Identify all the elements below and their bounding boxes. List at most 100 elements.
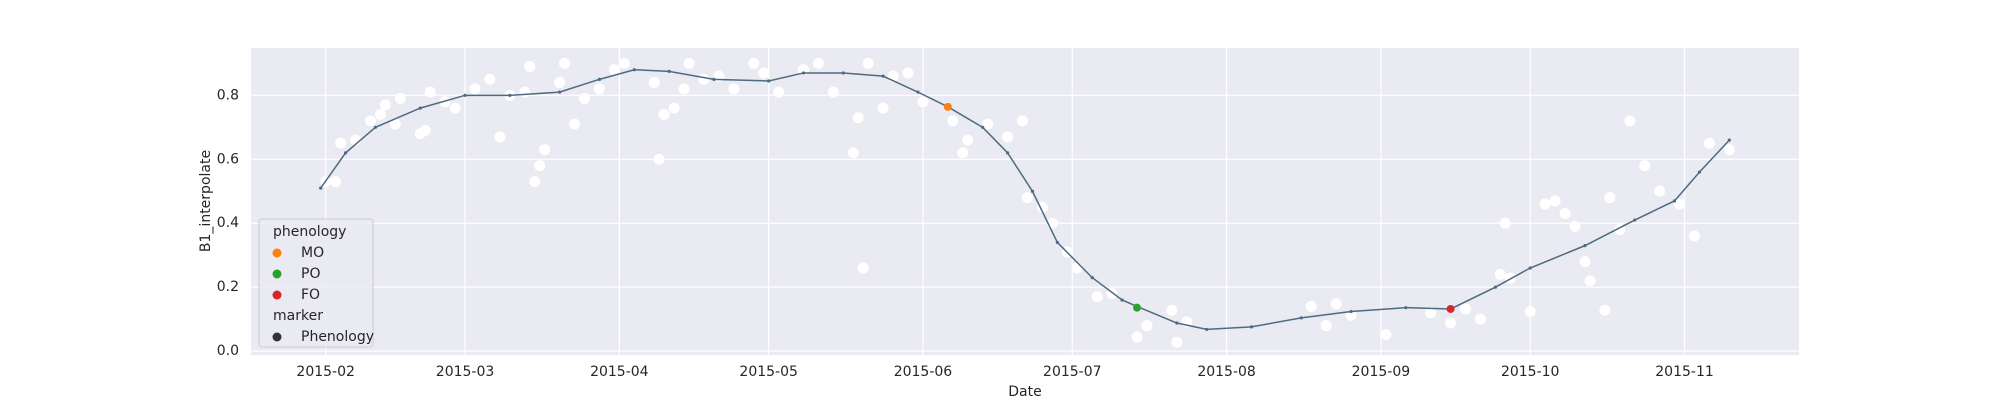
raw-point — [1703, 137, 1715, 149]
x-tick-label: 2015-03 — [436, 364, 495, 380]
raw-point — [529, 176, 541, 188]
raw-point — [1380, 329, 1392, 341]
raw-point — [364, 115, 376, 127]
raw-point — [1460, 303, 1472, 315]
raw-point — [827, 86, 839, 98]
raw-point — [394, 93, 406, 105]
phenology-point — [1132, 303, 1141, 312]
line-vertex — [418, 106, 422, 110]
y-tick-label: 0.4 — [217, 215, 239, 231]
raw-point — [847, 147, 859, 159]
raw-point — [902, 67, 914, 79]
raw-point — [1305, 300, 1317, 312]
raw-point — [419, 125, 431, 137]
raw-point — [917, 96, 929, 108]
raw-point — [1330, 298, 1342, 310]
raw-point — [379, 99, 391, 111]
raw-point — [534, 160, 546, 172]
interpolated-line — [320, 68, 1730, 331]
raw-point — [519, 86, 531, 98]
legend-swatch — [272, 332, 282, 342]
line-vertex — [463, 93, 467, 97]
raw-point — [1584, 275, 1596, 287]
raw-point — [1624, 115, 1636, 127]
raw-point — [1021, 192, 1033, 204]
raw-point — [857, 262, 869, 274]
legend-swatch — [272, 248, 282, 258]
line-vertex — [508, 93, 512, 97]
raw-point — [608, 64, 620, 76]
raw-point — [424, 86, 436, 98]
x-tick-label: 2015-08 — [1197, 364, 1256, 380]
line-vertex — [981, 125, 985, 129]
raw-point — [1723, 144, 1735, 156]
raw-point — [578, 93, 590, 105]
raw-point — [648, 77, 660, 89]
y-axis-label: B1_interpolate — [198, 150, 214, 252]
line-vertex — [1175, 321, 1179, 325]
line-vertex — [916, 90, 920, 94]
line-vertex — [1349, 309, 1353, 314]
raw-point — [658, 109, 670, 121]
raw-point — [1599, 304, 1611, 316]
line-vertex — [1205, 327, 1209, 332]
line-vertex — [667, 69, 671, 73]
x-tick-label: 2015-10 — [1501, 364, 1560, 380]
y-tick-label: 0.6 — [217, 151, 239, 167]
raw-point — [1674, 198, 1686, 210]
line-vertex — [1055, 240, 1059, 245]
raw-point — [982, 118, 994, 130]
line-vertex — [1404, 306, 1408, 310]
y-tick-label: 0.2 — [217, 279, 239, 295]
x-tick-label: 2015-09 — [1352, 364, 1411, 380]
raw-point — [335, 137, 347, 149]
phenology-point — [1446, 304, 1455, 313]
raw-point — [1639, 160, 1651, 172]
raw-point — [1559, 208, 1571, 220]
raw-point — [1166, 304, 1178, 316]
x-tick-label: 2015-04 — [590, 364, 649, 380]
raw-point — [1320, 320, 1332, 332]
line-vertex — [319, 186, 323, 190]
raw-point — [559, 57, 571, 69]
raw-point — [494, 131, 506, 143]
raw-point — [1141, 320, 1153, 332]
x-axis-label: Date — [1008, 384, 1041, 400]
legend-label: PO — [301, 266, 320, 282]
raw-point — [683, 57, 695, 69]
x-tick-label: 2015-11 — [1655, 364, 1714, 380]
line-vertex — [597, 77, 602, 81]
line-vertex — [1528, 266, 1532, 270]
raw-point — [962, 134, 974, 146]
raw-point — [1579, 256, 1591, 268]
raw-point — [728, 83, 740, 95]
legend-title: phenology — [273, 224, 346, 240]
line-vertex — [1249, 325, 1254, 329]
raw-point — [1071, 262, 1083, 274]
y-tick-label: 0.8 — [217, 87, 239, 103]
raw-point — [330, 176, 342, 188]
raw-point — [449, 102, 461, 114]
legend-label: Phenology — [301, 329, 374, 345]
raw-point — [1499, 217, 1511, 229]
x-tick-label: 2015-06 — [894, 364, 953, 380]
raw-point — [374, 109, 386, 121]
y-tick-label: 0.0 — [217, 343, 239, 359]
raw-point — [653, 153, 665, 165]
line-vertex — [1299, 316, 1303, 320]
line-vertex — [1672, 199, 1677, 203]
line-vertex — [558, 90, 562, 94]
raw-point — [524, 61, 536, 73]
raw-point — [862, 57, 874, 69]
raw-point — [1171, 336, 1183, 348]
line-vertex — [1633, 218, 1637, 222]
raw-point — [957, 147, 969, 159]
raw-point — [698, 73, 710, 85]
raw-point — [1445, 317, 1457, 329]
line-vertex — [1697, 170, 1702, 174]
raw-point — [1002, 131, 1014, 143]
raw-point — [947, 115, 959, 127]
line-vertex — [343, 151, 348, 155]
line-vertex — [1030, 189, 1035, 193]
